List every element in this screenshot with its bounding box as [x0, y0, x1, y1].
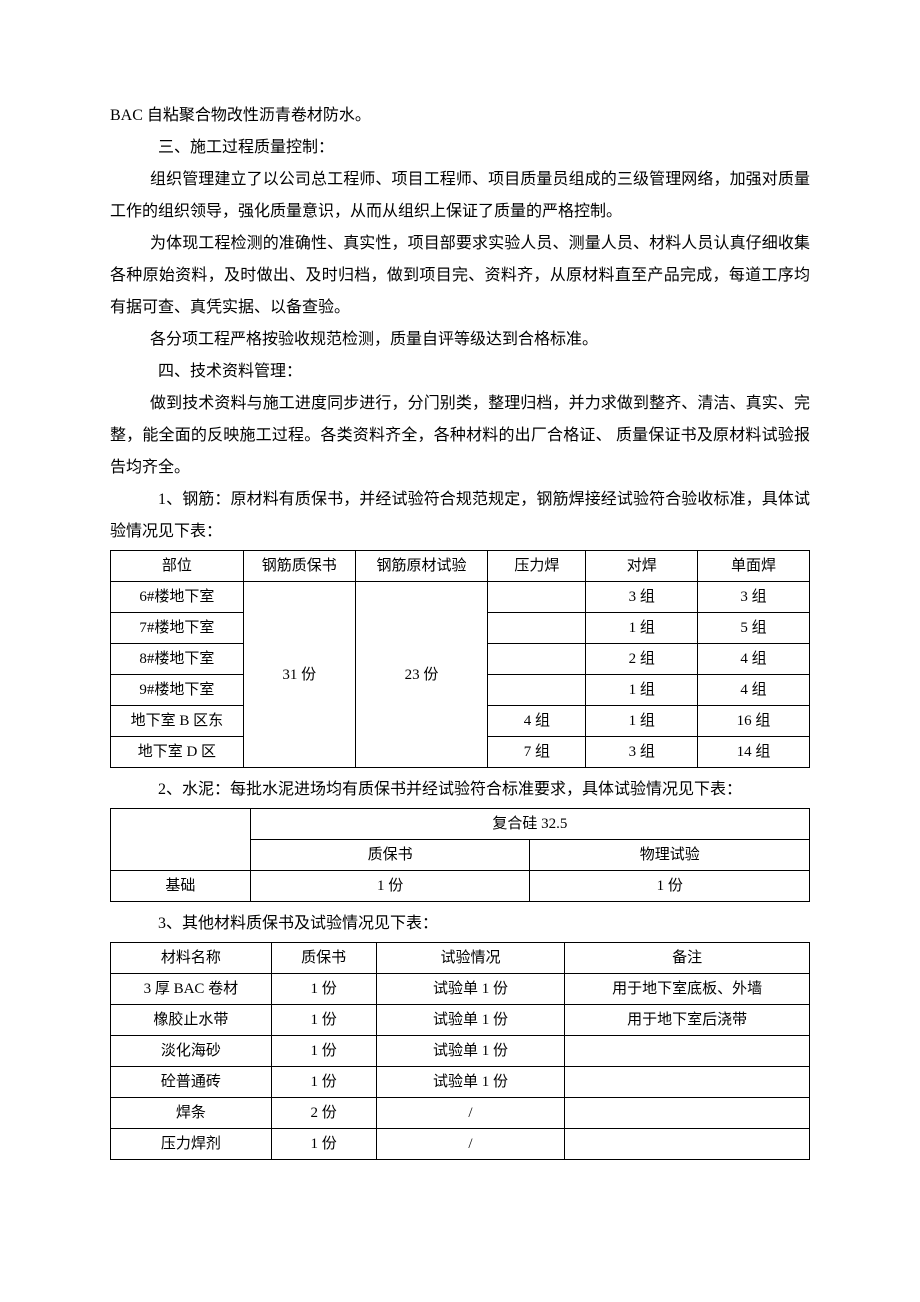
table-cell: 试验单 1 份 [376, 974, 565, 1005]
table-cell: 基础 [111, 871, 251, 902]
table-header-cell: 备注 [565, 943, 810, 974]
table-cell: 用于地下室后浇带 [565, 1005, 810, 1036]
table-cell: 1 组 [586, 675, 698, 706]
table-header-cell: 钢筋原材试验 [355, 551, 488, 582]
table-cell: 焊条 [111, 1098, 272, 1129]
table-cell [488, 644, 586, 675]
table-cell: 7#楼地下室 [111, 613, 244, 644]
table-cell: 8#楼地下室 [111, 644, 244, 675]
table-cell: 5 组 [698, 613, 810, 644]
table-cell: 9#楼地下室 [111, 675, 244, 706]
item-3-other: 3、其他材料质保书及试验情况见下表： [110, 908, 810, 940]
table-cell: 1 份 [271, 1005, 376, 1036]
item-2-cement: 2、水泥：每批水泥进场均有质保书并经试验符合标准要求，具体试验情况见下表： [110, 774, 810, 806]
table-cell: 试验单 1 份 [376, 1036, 565, 1067]
table-cell: 1 份 [530, 871, 810, 902]
table-header-cell: 部位 [111, 551, 244, 582]
table-header-cell: 单面焊 [698, 551, 810, 582]
table-cell: 淡化海砂 [111, 1036, 272, 1067]
table-cell: 1 份 [250, 871, 530, 902]
table-rebar: 部位钢筋质保书钢筋原材试验压力焊对焊单面焊6#楼地下室31 份23 份3 组3 … [110, 550, 810, 768]
table-cell-merged: 23 份 [355, 582, 488, 768]
table-header-cell: 物理试验 [530, 840, 810, 871]
table-header-cell: 质保书 [271, 943, 376, 974]
table-cell: 用于地下室底板、外墙 [565, 974, 810, 1005]
table-cell: 压力焊剂 [111, 1129, 272, 1160]
table-cell: 1 组 [586, 706, 698, 737]
paragraph-org: 组织管理建立了以公司总工程师、项目工程师、项目质量员组成的三级管理网络，加强对质… [110, 164, 810, 228]
table-cell: 试验单 1 份 [376, 1067, 565, 1098]
paragraph-sub: 各分项工程严格按验收规范检测，质量自评等级达到合格标准。 [110, 324, 810, 356]
paragraph-test: 为体现工程检测的准确性、真实性，项目部要求实验人员、测量人员、材料人员认真仔细收… [110, 228, 810, 324]
table-cell [488, 675, 586, 706]
section-3-heading: 三、施工过程质量控制： [110, 132, 810, 164]
table-header-cell: 钢筋质保书 [243, 551, 355, 582]
table-cell: 橡胶止水带 [111, 1005, 272, 1036]
table-header-cell: 复合硅 32.5 [250, 809, 809, 840]
table-header-cell: 压力焊 [488, 551, 586, 582]
table-other-materials: 材料名称质保书试验情况备注3 厚 BAC 卷材1 份试验单 1 份用于地下室底板… [110, 942, 810, 1160]
table-cell: 试验单 1 份 [376, 1005, 565, 1036]
table-cell: 3 组 [586, 582, 698, 613]
table-cell [488, 582, 586, 613]
table-cell: 3 组 [698, 582, 810, 613]
table-cell: / [376, 1098, 565, 1129]
table-header-cell: 试验情况 [376, 943, 565, 974]
table-cell: 1 份 [271, 974, 376, 1005]
table-cement: 复合硅 32.5质保书物理试验基础1 份1 份 [110, 808, 810, 902]
table-cell: 14 组 [698, 737, 810, 768]
table-cell: 地下室 B 区东 [111, 706, 244, 737]
table-cell: 2 份 [271, 1098, 376, 1129]
table-cell [565, 1036, 810, 1067]
section-4-heading: 四、技术资料管理： [110, 356, 810, 388]
item-1-rebar: 1、钢筋：原材料有质保书，并经试验符合规范规定，钢筋焊接经试验符合验收标准，具体… [110, 484, 810, 548]
table-cell: 4 组 [698, 675, 810, 706]
table-cell [565, 1098, 810, 1129]
table-cell: 1 组 [586, 613, 698, 644]
table-cell: 地下室 D 区 [111, 737, 244, 768]
table-cell: 3 组 [586, 737, 698, 768]
table-cell: 2 组 [586, 644, 698, 675]
table-header-cell: 材料名称 [111, 943, 272, 974]
table-cell: 6#楼地下室 [111, 582, 244, 613]
table-cell: 4 组 [488, 706, 586, 737]
table-cell: 16 组 [698, 706, 810, 737]
table-cell: 3 厚 BAC 卷材 [111, 974, 272, 1005]
table-cell-empty [111, 809, 251, 871]
table-cell: 1 份 [271, 1036, 376, 1067]
table-cell [488, 613, 586, 644]
table-cell: 7 组 [488, 737, 586, 768]
table-cell: 4 组 [698, 644, 810, 675]
table-cell [565, 1129, 810, 1160]
paragraph-bac: BAC 自粘聚合物改性沥青卷材防水。 [110, 100, 810, 132]
table-cell: 砼普通砖 [111, 1067, 272, 1098]
table-cell-merged: 31 份 [243, 582, 355, 768]
table-header-cell: 对焊 [586, 551, 698, 582]
paragraph-tech: 做到技术资料与施工进度同步进行，分门别类，整理归档，并力求做到整齐、清洁、真实、… [110, 388, 810, 484]
table-header-cell: 质保书 [250, 840, 530, 871]
table-cell: 1 份 [271, 1067, 376, 1098]
table-cell: / [376, 1129, 565, 1160]
table-cell [565, 1067, 810, 1098]
table-cell: 1 份 [271, 1129, 376, 1160]
